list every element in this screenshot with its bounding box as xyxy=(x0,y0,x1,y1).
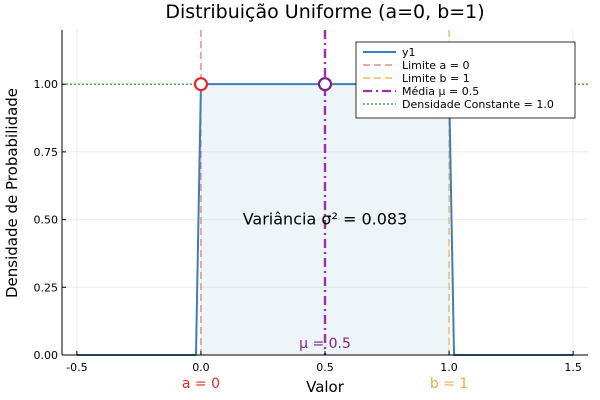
x-tick-label: 1.5 xyxy=(564,361,582,374)
x-tick-label: 1.0 xyxy=(440,361,458,374)
x-axis-label: Valor xyxy=(306,378,345,396)
x-tick-label: 0.5 xyxy=(316,361,334,374)
y-tick-label: 0.75 xyxy=(34,146,59,159)
legend-entry: Limite b = 1 xyxy=(402,72,470,85)
data-point-marker xyxy=(193,77,209,92)
data-point-marker xyxy=(317,77,333,92)
annotation-label: a = 0 xyxy=(182,376,220,392)
y-axis-label: Densidade de Probabilidade xyxy=(3,88,21,298)
chart-title: Distribuição Uniforme (a=0, b=1) xyxy=(165,1,484,23)
y-tick-label: 0.00 xyxy=(34,349,59,362)
annotation-label: μ = 0.5 xyxy=(299,336,351,352)
legend-entry: Densidade Constante = 1.0 xyxy=(402,98,554,111)
x-tick-label: -0.5 xyxy=(66,361,87,374)
legend-entry: Média μ = 0.5 xyxy=(402,85,479,98)
legend-box xyxy=(355,41,576,119)
y-tick-label: 0.50 xyxy=(34,214,59,227)
x-tick-label: 0.0 xyxy=(192,361,210,374)
annotation-label: Variância σ² = 0.083 xyxy=(243,210,408,229)
annotation-label: b = 1 xyxy=(430,376,468,392)
legend-entry: Limite a = 0 xyxy=(402,59,469,72)
y-tick-label: 1.00 xyxy=(34,78,59,91)
legend-entry: y1 xyxy=(402,46,416,59)
y-tick-label: 0.25 xyxy=(34,281,59,294)
